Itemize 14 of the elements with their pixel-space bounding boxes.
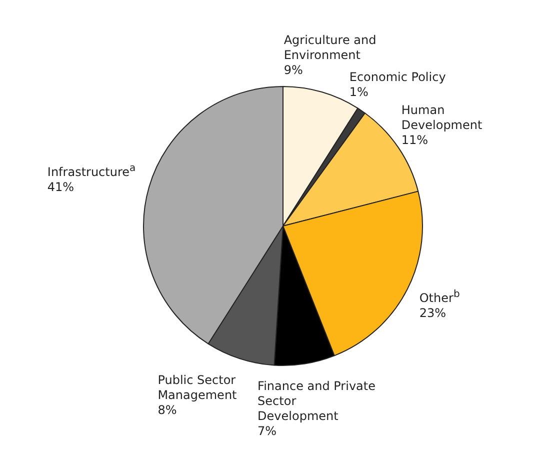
data-label: 9% (284, 62, 303, 77)
data-label: 23% (419, 306, 448, 322)
slice-label: Agriculture and Environment (284, 32, 378, 63)
data-label: 1% (349, 84, 370, 100)
slice-label: Human Development (401, 103, 484, 134)
slice-label: Other$^{b}$ (419, 288, 460, 306)
slice-label: Infrastructure$^{a}$ (47, 162, 136, 180)
data-label: 41% (47, 180, 76, 195)
data-label: 7% (258, 424, 278, 440)
data-label: 8% (158, 402, 177, 417)
slice-label: Public Sector Management (158, 372, 237, 402)
slice-label: Finance and Private Sector Development (258, 379, 376, 424)
data-label: 11% (401, 133, 430, 148)
slice-label: Economic Policy (349, 70, 446, 85)
